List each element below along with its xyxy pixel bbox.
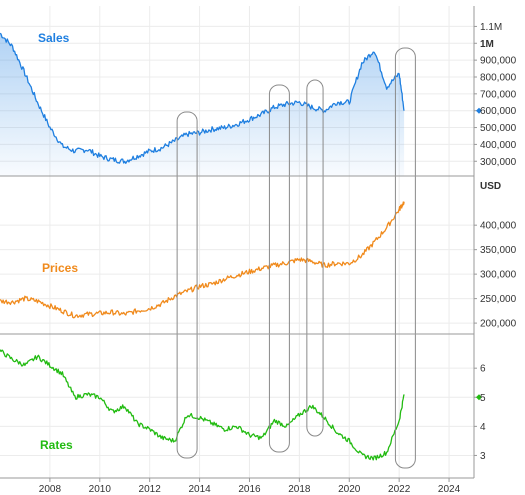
highlight-window bbox=[268, 84, 290, 453]
y-tick-label: 250,000 bbox=[480, 294, 517, 305]
y-tick-label: 1M bbox=[480, 39, 494, 50]
x-tick-label: 2022 bbox=[388, 484, 411, 495]
y-tick-label: 4 bbox=[480, 422, 486, 433]
x-tick-label: 2018 bbox=[288, 484, 311, 495]
last-value-marker bbox=[476, 394, 482, 401]
y-tick-label: 600,000 bbox=[480, 106, 517, 117]
x-tick-label: 2010 bbox=[89, 484, 112, 495]
panel-title-prices: Prices bbox=[42, 261, 78, 275]
highlight-windows bbox=[176, 47, 416, 469]
series-line-rates bbox=[0, 349, 405, 461]
series-line-prices bbox=[0, 201, 405, 319]
label-layer: Sales 300,000 400,000 500,000 600,000 700,000… bbox=[38, 22, 517, 495]
highlight-window bbox=[306, 79, 324, 437]
x-tick-label: 2012 bbox=[139, 484, 162, 495]
y-tick-label: 900,000 bbox=[480, 56, 517, 67]
series-line-sales bbox=[0, 32, 405, 164]
last-value-marker bbox=[476, 107, 482, 114]
y-tick-label: 3 bbox=[480, 451, 486, 462]
panel-title-rates: Rates bbox=[40, 438, 73, 452]
axis-layer bbox=[0, 6, 482, 482]
series-layer bbox=[0, 32, 405, 461]
y-tick-label: 300,000 bbox=[480, 157, 517, 168]
y-tick-label: 300,000 bbox=[480, 270, 517, 281]
highlight-window bbox=[176, 111, 198, 459]
y-tick-label: 1.1M bbox=[480, 22, 502, 33]
x-tick-label: 2016 bbox=[238, 484, 261, 495]
x-tick-label: 2020 bbox=[338, 484, 361, 495]
series-area-sales bbox=[0, 33, 405, 177]
y-tick-label: 400,000 bbox=[480, 221, 517, 232]
grid-layer bbox=[0, 6, 474, 478]
highlight-window bbox=[394, 47, 416, 469]
x-tick-label: 2014 bbox=[188, 484, 211, 495]
x-tick-label: 2008 bbox=[39, 484, 62, 495]
y-tick-label: 6 bbox=[480, 364, 486, 375]
unit-label: USD bbox=[480, 181, 501, 192]
y-tick-label: 200,000 bbox=[480, 319, 517, 330]
y-tick-label: 350,000 bbox=[480, 245, 517, 256]
y-tick-label: 700,000 bbox=[480, 89, 517, 100]
y-tick-label: 5 bbox=[480, 393, 486, 404]
x-tick-label: 2024 bbox=[438, 484, 461, 495]
y-tick-label: 500,000 bbox=[480, 123, 517, 134]
y-tick-label: 400,000 bbox=[480, 140, 517, 151]
panel-title-sales: Sales bbox=[38, 31, 70, 45]
y-tick-label: 800,000 bbox=[480, 72, 517, 83]
